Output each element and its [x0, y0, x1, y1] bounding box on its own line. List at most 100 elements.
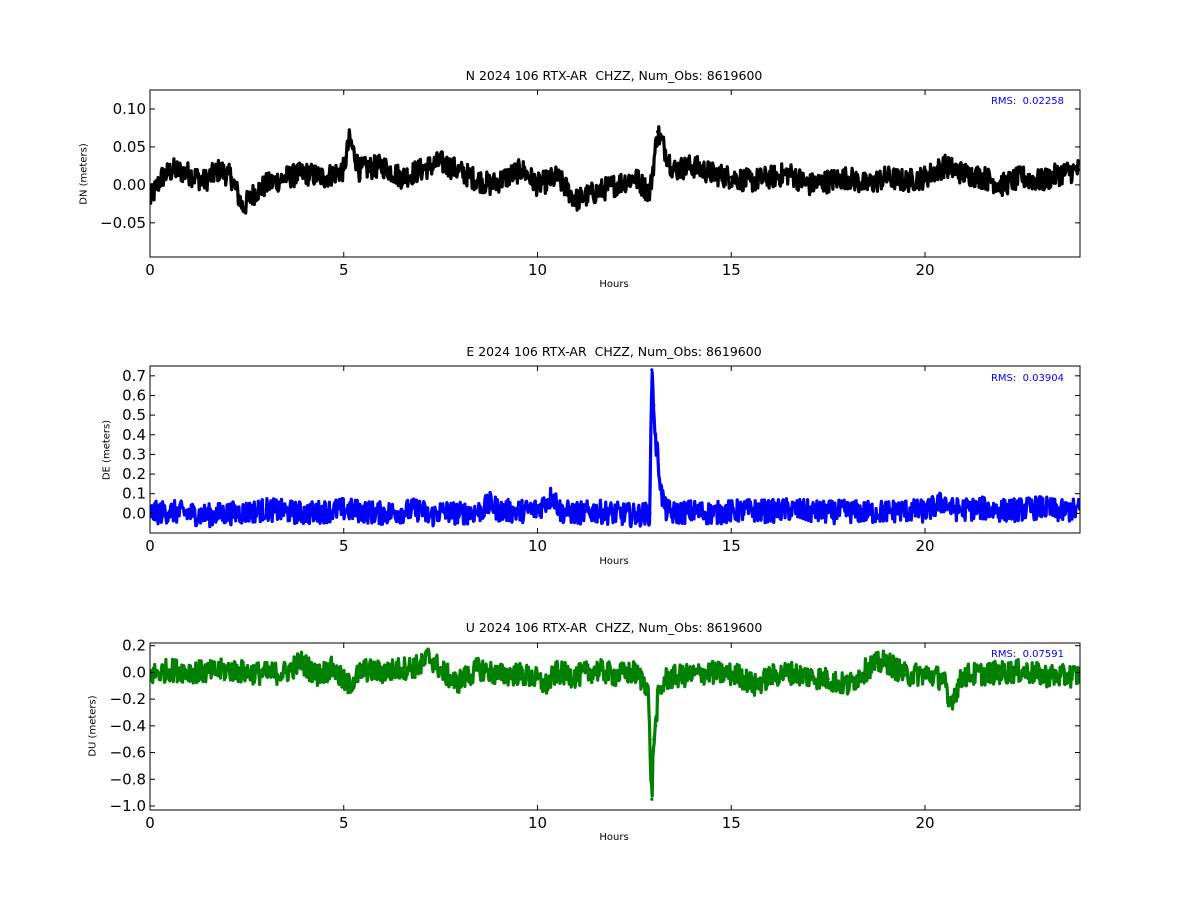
- panel-e-data-point: [845, 509, 850, 513]
- panel-u-data-point: [330, 666, 334, 671]
- panel-u-data-point: [613, 673, 617, 677]
- panel-e-data-point: [477, 509, 481, 513]
- panel-u-data-point: [574, 674, 578, 679]
- panel-e-xlabel: Hours: [599, 556, 629, 567]
- panel-n-data-point: [768, 175, 772, 179]
- panel-n-x-tick-label: 15: [722, 261, 741, 279]
- panel-n-y-tick-label: 0.00: [113, 176, 146, 194]
- panel-u-data-point: [706, 670, 710, 675]
- panel-e-data-point: [284, 509, 288, 513]
- panel-n-data-point: [489, 183, 493, 187]
- panel-e-data-point: [594, 509, 598, 513]
- panel-n-data-point: [574, 198, 578, 202]
- panel-u-data-point: [454, 681, 458, 685]
- panel-n-data-point: [202, 179, 206, 183]
- panel-n-data-point: [826, 179, 830, 183]
- panel-e-data-point: [516, 509, 520, 513]
- panel-e-data-point: [656, 452, 660, 456]
- panel-e-y-tick-label: 0.6: [122, 386, 146, 404]
- panel-n-data-point: [729, 175, 733, 179]
- panel-u-data-point: [167, 668, 171, 672]
- panel-u-frame: [149, 642, 1081, 811]
- panel-n-data-point: [357, 168, 361, 172]
- panel-e-data-point: [962, 507, 966, 511]
- panel-n-data-point: [648, 190, 652, 195]
- panel-e-data-point: [904, 508, 908, 512]
- panel-u-data-point: [752, 684, 757, 688]
- panel-e-data-point: [400, 509, 404, 513]
- panel-e-y-tick-label: 0.0: [122, 504, 146, 522]
- panel-u-data-point: [807, 674, 811, 679]
- panel-u-data-point: [663, 677, 668, 681]
- panel-u-x-tick-label: 10: [528, 814, 547, 832]
- panel-n-data-point: [303, 171, 307, 176]
- panel-e-x-tick-label: 15: [722, 537, 741, 555]
- panel-u-data-point: [768, 674, 772, 679]
- panel-n-title: N 2024 106 RTX-AR CHZZ, Num_Obs: 8619600: [465, 68, 763, 83]
- panel-n-x-tick-label: 20: [915, 261, 934, 279]
- panel-u-series-line: [150, 647, 1080, 798]
- panel-n-data-point: [690, 164, 695, 168]
- panel-e: 0 5 10 15 20 0.00.1 0.2 0.30.4 0.5 0.60.7: [122, 365, 1081, 555]
- panel-e-ylabel: DE (meters): [101, 419, 113, 481]
- panel-n-data-point: [171, 168, 175, 172]
- panel-u-data-point: [652, 737, 656, 741]
- panel-e-data-point: [807, 509, 811, 513]
- panel-e-y-tick-label: 0.3: [122, 445, 146, 463]
- panel-u-data-point: [737, 673, 741, 677]
- panel-n-data-point: [904, 179, 908, 183]
- panel-e-data-point: [652, 403, 656, 407]
- panel-e-data-point: [1039, 505, 1043, 510]
- panel-u-x-tick-label: 5: [339, 814, 349, 832]
- panel-e-data-point: [671, 511, 675, 515]
- panel-e-x-tick-label: 5: [339, 537, 349, 555]
- panel-u-data-point: [594, 668, 598, 672]
- panel-u-data-point: [826, 677, 830, 681]
- panel-u-data-point: [206, 670, 210, 675]
- panel-u-xlabel: Hours: [599, 832, 629, 843]
- panel-e-data-point: [1000, 508, 1005, 512]
- panel-n-data-point: [656, 130, 660, 134]
- panel-u-y-tick-label: −1.0: [110, 797, 146, 815]
- panel-n-data-point: [342, 168, 346, 172]
- panel-n-data-point: [865, 183, 869, 187]
- panel-e-data-point: [489, 501, 493, 506]
- panel-n-data-point: [594, 190, 598, 195]
- panel-u-data-point: [946, 704, 950, 708]
- panel-e-data-point: [650, 368, 654, 372]
- panel-e-data-point: [654, 443, 658, 447]
- panel-n-frame: [149, 89, 1081, 258]
- panel-n-data-point: [555, 175, 559, 179]
- panel-n-data-point: [613, 183, 617, 187]
- panel-n-data-point: [322, 175, 326, 179]
- panel-n-x-tick-label: 5: [339, 261, 349, 279]
- panel-u-data-point: [419, 664, 423, 668]
- panel-n-x-tick-label: 10: [528, 261, 547, 279]
- panel-u-data-point: [656, 697, 660, 701]
- panel-u-data-point: [315, 673, 319, 677]
- panel-e-data-point: [690, 509, 695, 513]
- panel-n-y-tick-label: 0.10: [113, 100, 146, 118]
- panel-n-rms-annotation: RMS: 0.02258: [990, 96, 1064, 107]
- panel-n-data-point: [632, 175, 637, 179]
- panel-e-data-point: [826, 510, 830, 514]
- panel-n-data-point: [439, 160, 443, 164]
- panel-u-data-point: [646, 684, 650, 688]
- panel-u-data-point: [923, 672, 927, 676]
- panel-e-y-tick-label: 0.2: [122, 465, 146, 483]
- panel-e-data-point: [884, 509, 888, 513]
- panel-e-data-point: [574, 511, 578, 515]
- panel-e-data-point: [923, 509, 927, 513]
- panel-e-data-point: [225, 511, 230, 515]
- panel-n-data-point: [1020, 175, 1024, 179]
- panel-n-data-point: [454, 168, 458, 172]
- panel-n-data-point: [380, 164, 385, 168]
- panel-e-data-point: [264, 507, 268, 511]
- panel-u-data-point: [439, 668, 443, 672]
- panel-e-y-tick-label: 0.7: [122, 367, 146, 385]
- panel-u-data-point: [845, 684, 850, 688]
- panel-u-data-point: [904, 673, 908, 677]
- panel-n-data-point: [807, 183, 811, 187]
- panel-n-data-point: [504, 175, 509, 179]
